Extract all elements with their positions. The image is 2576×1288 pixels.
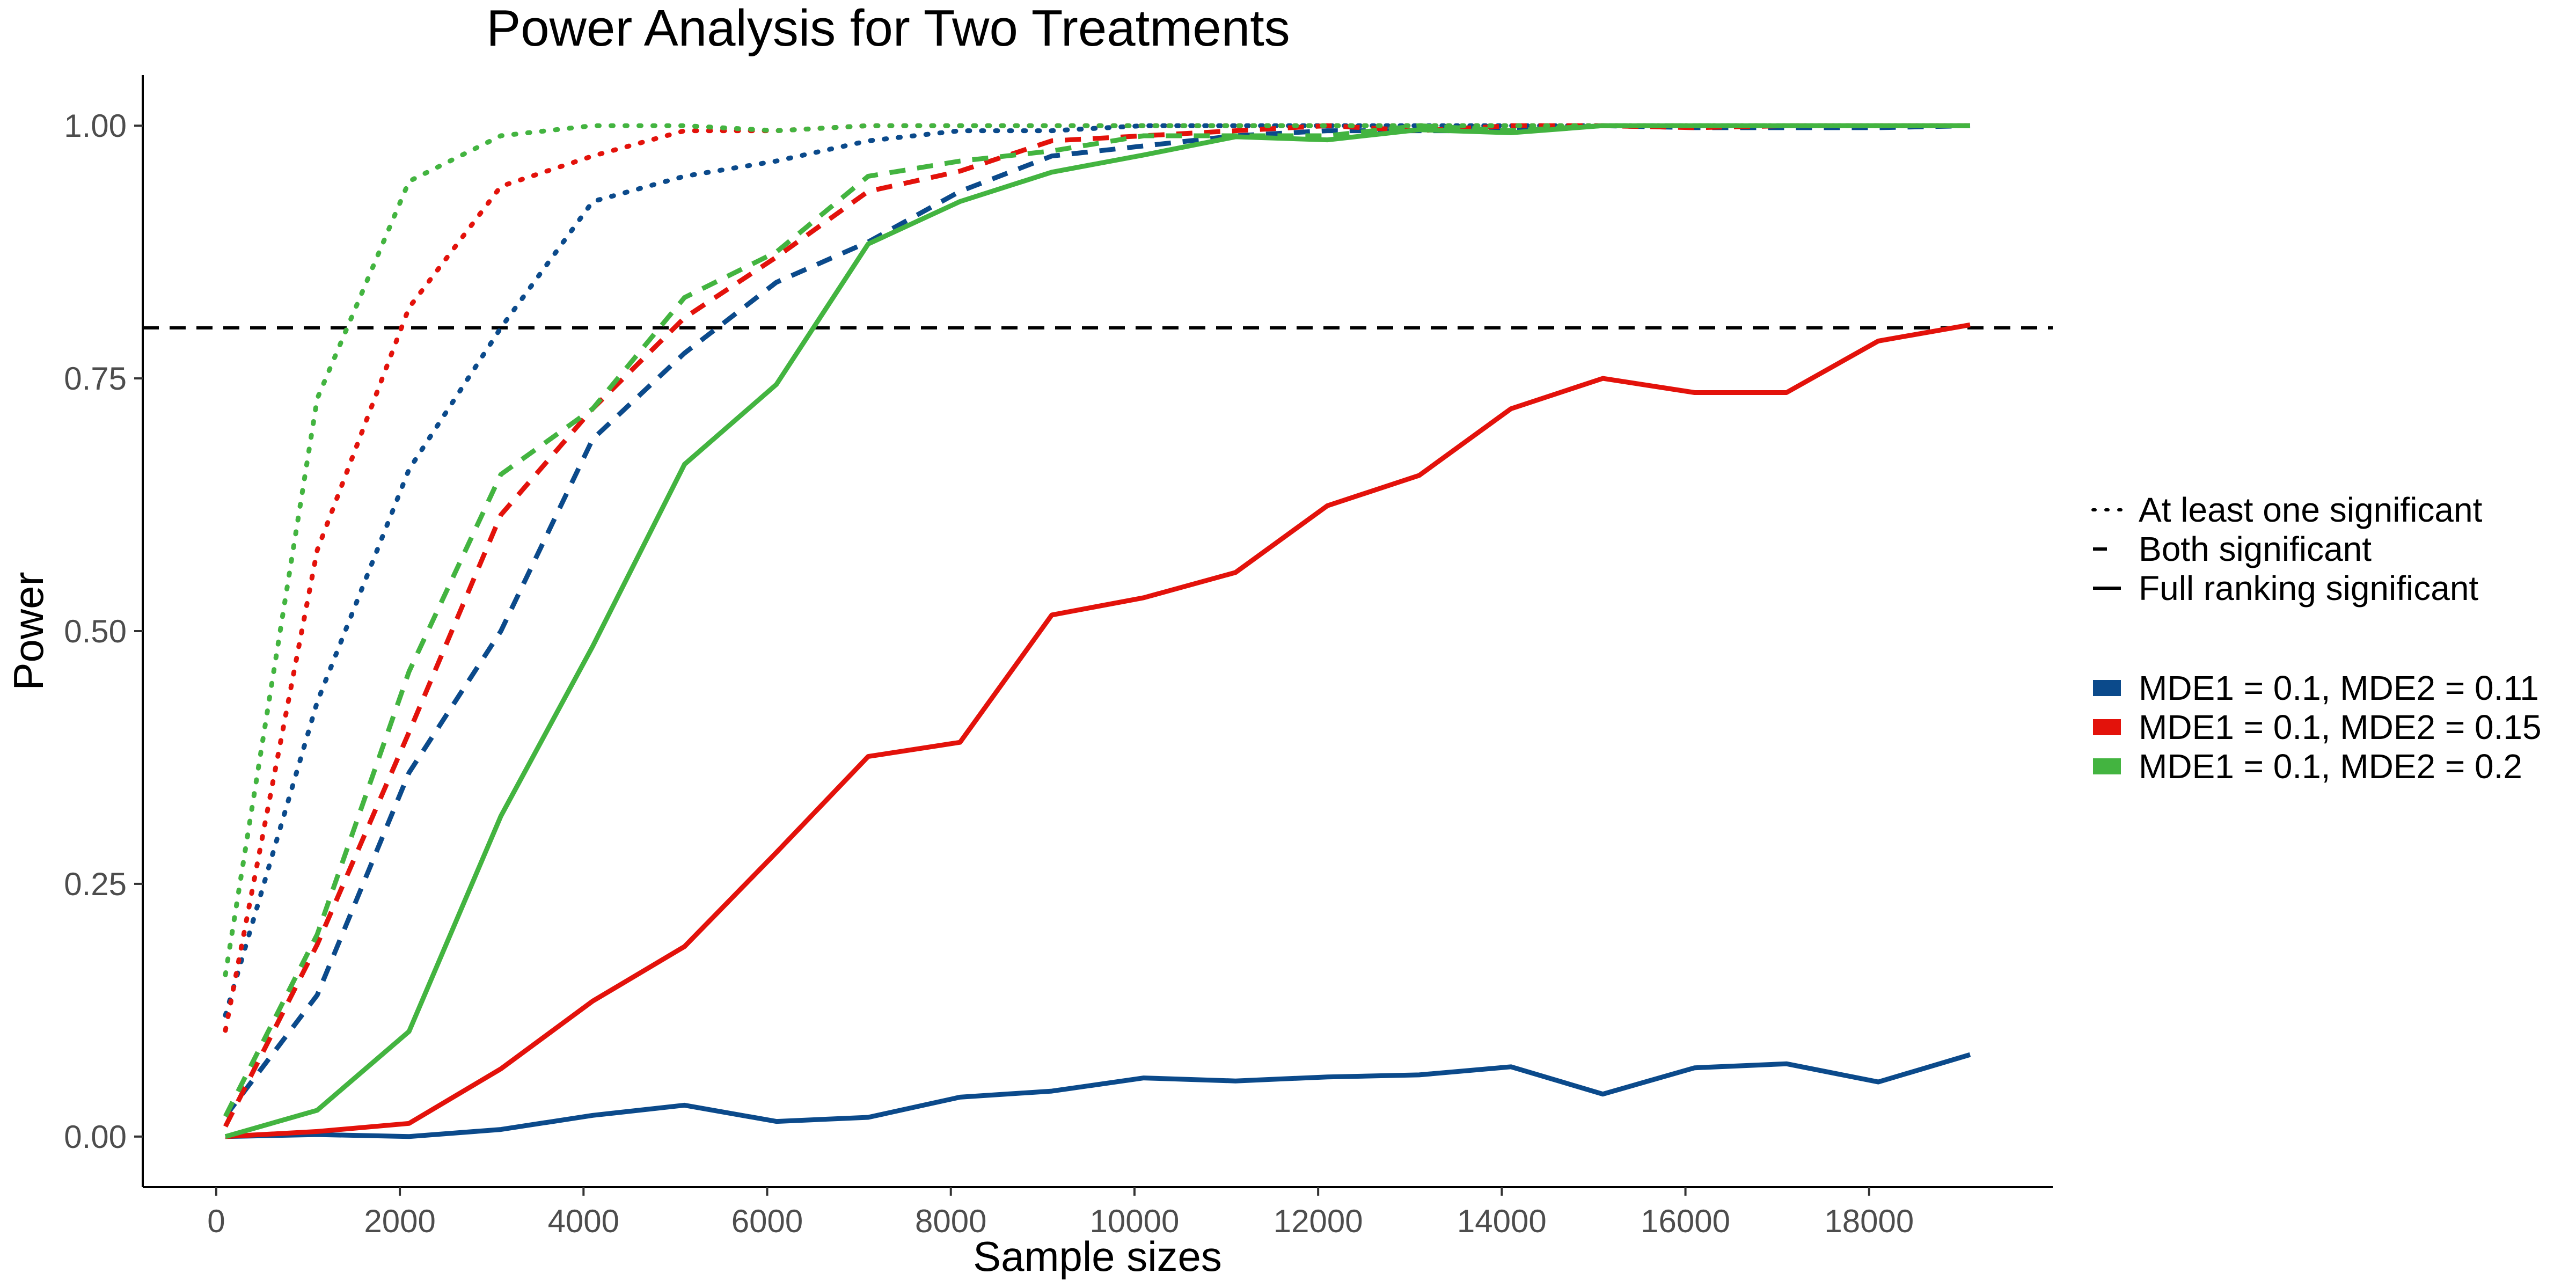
series-line-4 [223,123,1973,1033]
legend-label: MDE1 = 0.1, MDE2 = 0.15 [2139,708,2542,747]
legend-label: Both significant [2139,530,2372,568]
legend-label: At least one significant [2139,491,2483,529]
series-line-2 [223,123,1971,1118]
y-axis-title: Power [5,572,52,690]
axes-layer [142,75,2053,1188]
x-tick-label: 8000 [915,1203,986,1239]
series-line-7 [223,123,1973,977]
x-tick-label: 18000 [1824,1203,1914,1239]
y-tick-label: 0.00 [64,1119,127,1155]
x-tick-label: 10000 [1090,1203,1180,1239]
y-tick-label: 0.50 [64,613,127,649]
series-line-5 [223,123,1970,1128]
plot-area: 0 2000 4000 6000 8000 10000 12000 14000 16000 180… [64,75,2053,1239]
x-axis-ticks: 0 2000 4000 6000 8000 10000 12000 14000 16000 180… [207,1187,1914,1239]
legend-label: MDE1 = 0.1, MDE2 = 0.11 [2139,669,2539,707]
legend-swatch [2093,680,2121,696]
x-tick-label: 12000 [1274,1203,1363,1239]
x-tick-label: 16000 [1641,1203,1730,1239]
y-tick-label: 0.75 [64,361,127,397]
legend-swatch [2093,758,2121,774]
x-axis-title: Sample sizes [973,1233,1222,1280]
x-tick-label: 4000 [548,1203,619,1239]
x-tick-label: 0 [207,1203,225,1239]
legend-swatch [2093,719,2121,735]
chart-title: Power Analysis for Two Treatments [486,0,1290,57]
series-line-6 [225,322,1971,1139]
series-line-3 [225,1052,1971,1139]
series-line-1 [223,123,1973,1018]
x-tick-label: 6000 [731,1203,803,1239]
series-layer [223,123,1973,1139]
y-axis-ticks: 0.00 0.25 0.50 0.75 1.00 [64,108,143,1155]
y-tick-label: 1.00 [64,108,127,144]
legend-label: MDE1 = 0.1, MDE2 = 0.2 [2139,747,2522,786]
x-tick-label: 14000 [1457,1203,1547,1239]
series-line-9 [224,123,1970,1139]
legend-label: Full ranking significant [2139,569,2478,608]
series-line-8 [223,123,1970,1118]
x-tick-label: 2000 [364,1203,435,1239]
y-tick-label: 0.25 [64,866,127,902]
